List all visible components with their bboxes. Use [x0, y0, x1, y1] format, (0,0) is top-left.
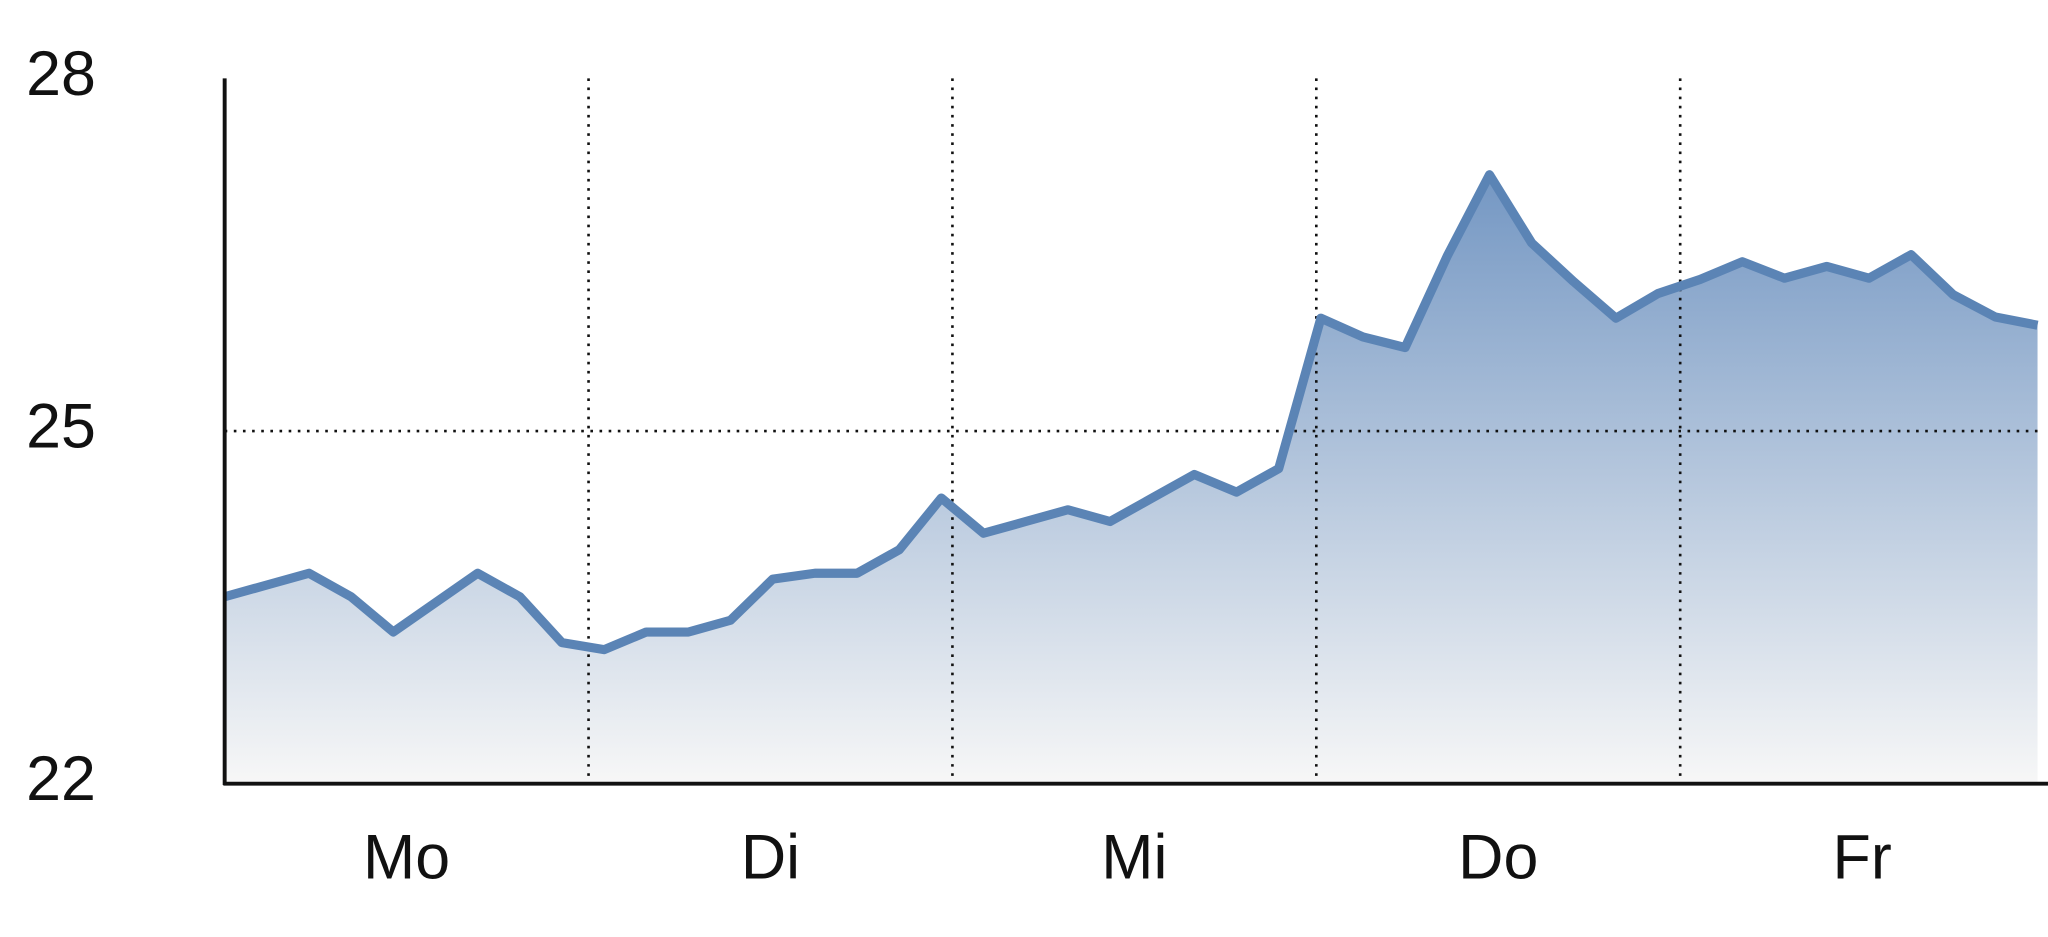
y-tick-label: 22 — [26, 744, 96, 814]
x-tick-label: Mo — [363, 823, 450, 893]
area-fill — [224, 174, 2038, 784]
y-tick-label: 28 — [26, 39, 96, 109]
x-tick-label: Fr — [1833, 823, 1892, 893]
x-tick-label: Di — [741, 823, 800, 893]
y-tick-label: 25 — [26, 392, 96, 462]
line — [223, 170, 2039, 655]
x-tick-label: Mi — [1101, 823, 1167, 893]
x-tick-label: Do — [1458, 823, 1538, 893]
